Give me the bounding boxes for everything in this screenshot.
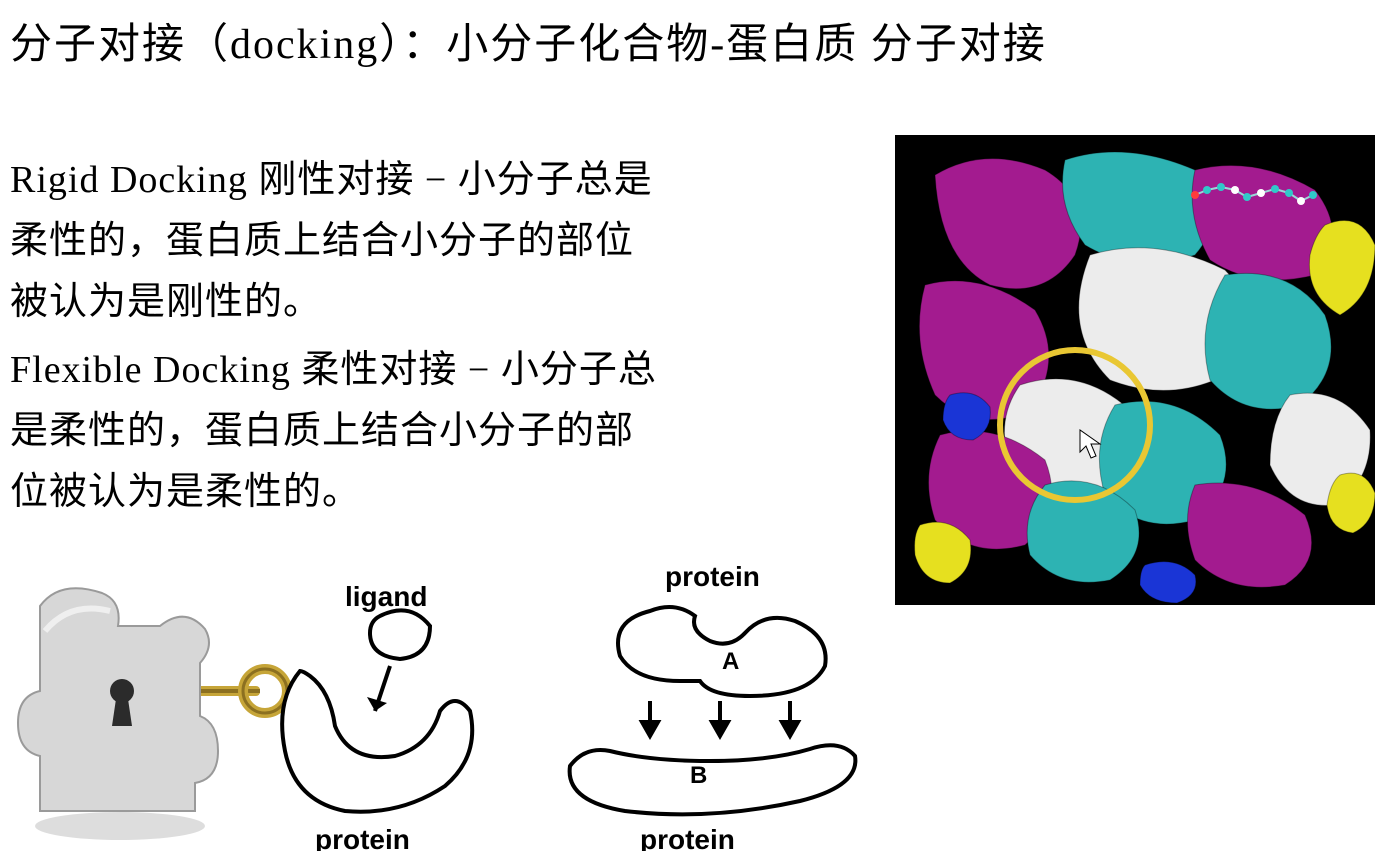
puzzle-key-icon <box>18 588 287 840</box>
protein-label-top: protein <box>665 561 760 592</box>
ligand-label: ligand <box>345 581 427 612</box>
ligand-protein-diagram: ligand protein <box>282 581 472 851</box>
bottom-diagrams: ligand protein protein A <box>10 551 870 851</box>
protein-surface-image <box>895 135 1375 605</box>
label-A: A <box>722 648 739 675</box>
protein-protein-diagram: protein A B protein <box>570 561 856 851</box>
label-B: B <box>690 762 707 789</box>
paragraph-flexible-docking: Flexible Docking 柔性对接 − 小分子总是柔性的，蛋白质上结合小… <box>10 340 670 522</box>
paragraph-rigid-docking: Rigid Docking 刚性对接 − 小分子总是柔性的，蛋白质上结合小分子的… <box>10 150 670 332</box>
protein-label-2: protein <box>640 824 735 851</box>
slide-title: 分子对接（docking）：小分子化合物-蛋白质 分子对接 <box>10 10 1047 71</box>
protein-label-1: protein <box>315 824 410 851</box>
